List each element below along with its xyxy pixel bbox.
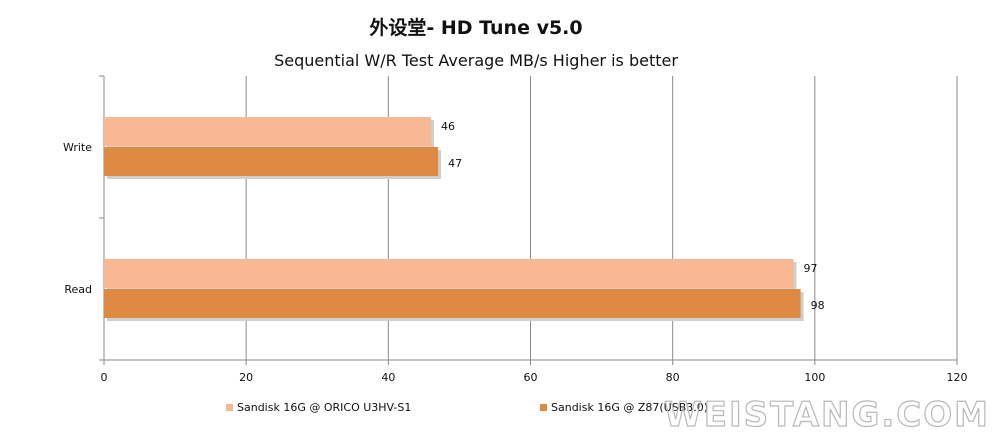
y-category-label-write: Write bbox=[63, 141, 92, 154]
bar-write-series-1 bbox=[104, 117, 431, 146]
bars bbox=[104, 117, 804, 321]
bar-write-series-2 bbox=[104, 147, 439, 176]
bar-read-series-2 bbox=[104, 289, 801, 318]
x-tick-label: 100 bbox=[804, 371, 825, 384]
x-tick-label: 120 bbox=[947, 371, 968, 384]
data-labels: 46 47 97 98 bbox=[441, 120, 825, 312]
y-category-label-read: Read bbox=[64, 283, 92, 296]
legend-swatch-series-2 bbox=[540, 404, 547, 411]
legend-label-series-1: Sandisk 16G @ ORICO U3HV-S1 bbox=[237, 401, 411, 414]
legend-label-series-2: Sandisk 16G @ Z87(USB3.0) bbox=[551, 401, 708, 414]
axes: 0 20 40 60 80 100 120 Write Read bbox=[63, 75, 968, 384]
x-tick-label: 20 bbox=[239, 371, 253, 384]
chart-subtitle: Sequential W/R Test Average MB/s Higher … bbox=[274, 51, 678, 70]
data-label-write-series-1: 46 bbox=[441, 120, 455, 133]
chart-title: 外设堂- HD Tune v5.0 bbox=[369, 16, 582, 39]
x-tick-label: 40 bbox=[381, 371, 395, 384]
x-tick-label: 60 bbox=[524, 371, 538, 384]
data-label-read-series-2: 98 bbox=[811, 299, 825, 312]
data-label-read-series-1: 97 bbox=[804, 262, 818, 275]
x-tick-label: 80 bbox=[666, 371, 680, 384]
watermark-logo: WEISTANG.COM bbox=[664, 395, 990, 435]
legend-swatch-series-1 bbox=[226, 404, 233, 411]
bar-read-series-1 bbox=[104, 259, 794, 288]
x-tick-label: 0 bbox=[101, 371, 108, 384]
data-label-write-series-2: 47 bbox=[448, 157, 462, 170]
legend: Sandisk 16G @ ORICO U3HV-S1 Sandisk 16G @… bbox=[226, 401, 708, 414]
